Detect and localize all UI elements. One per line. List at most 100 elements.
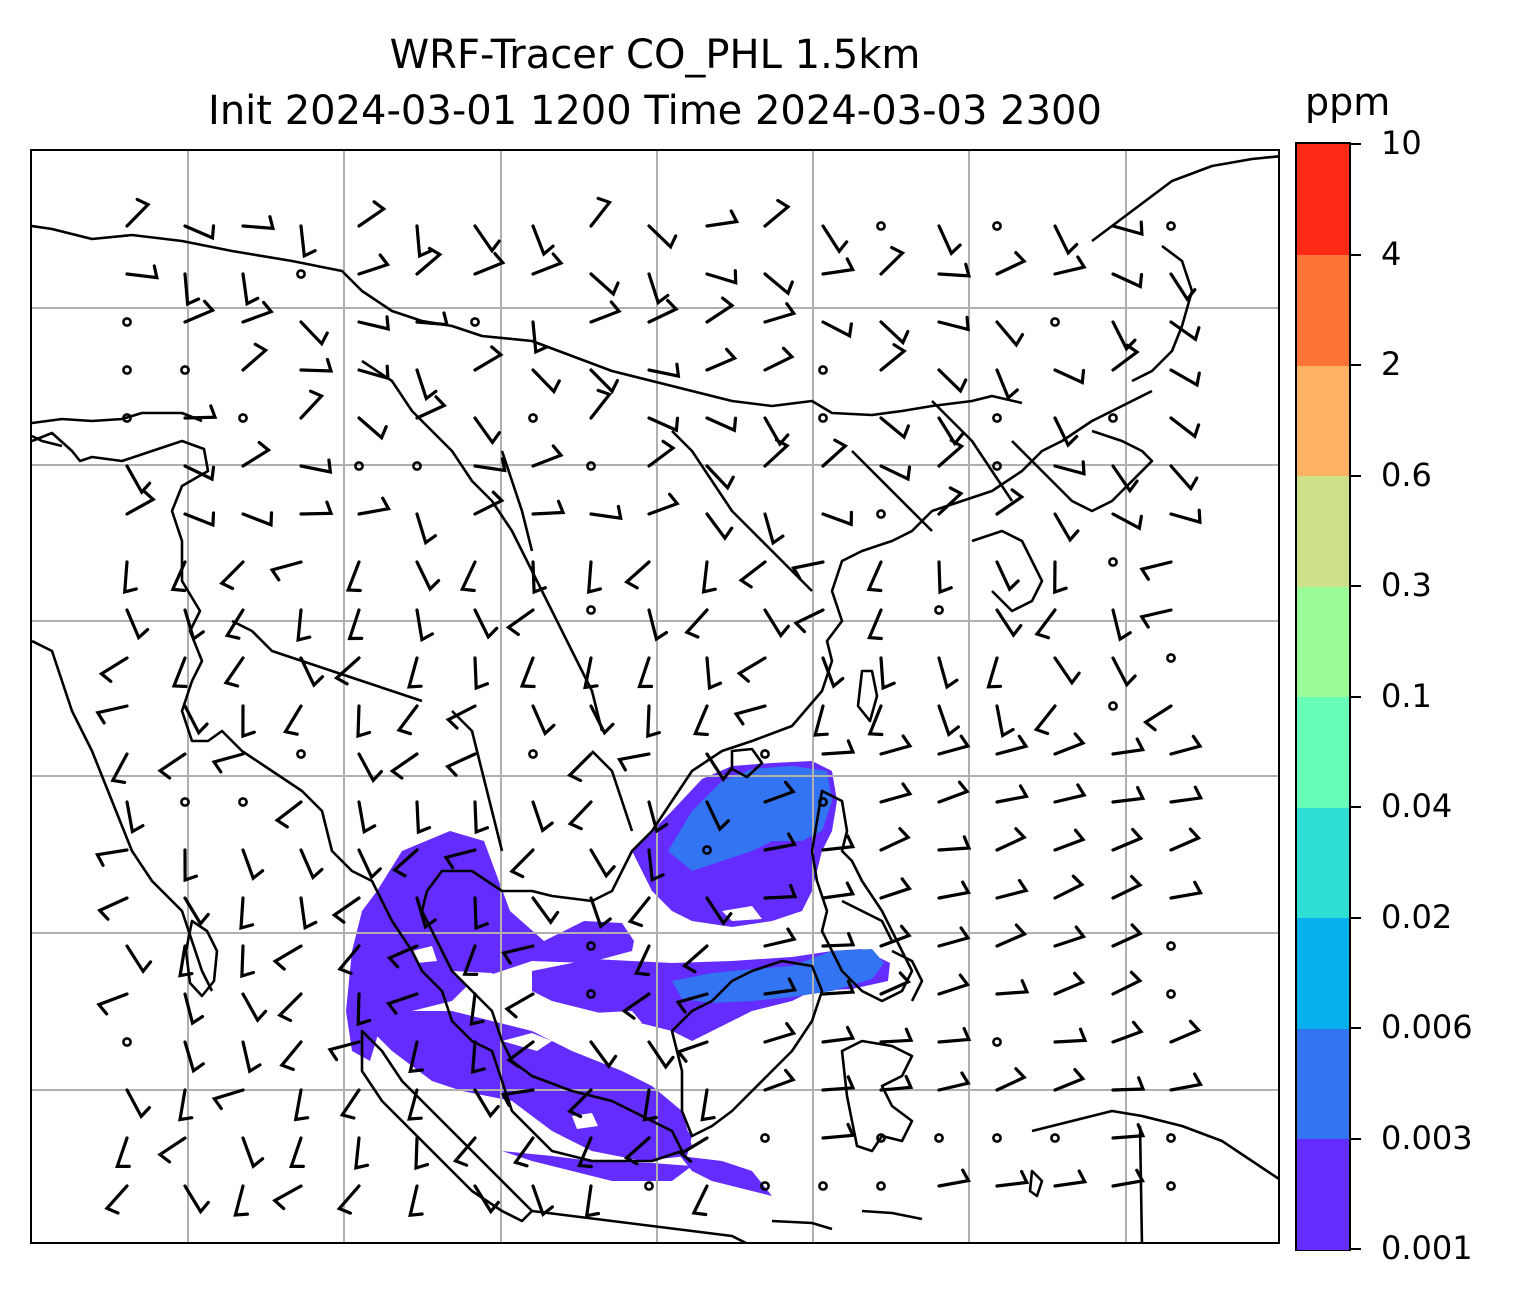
wind-barb — [415, 560, 441, 592]
wind-barb — [299, 224, 317, 259]
wind-barb — [1053, 656, 1081, 686]
wind-barb — [389, 752, 419, 780]
wind-barb — [183, 704, 209, 736]
wind-barb — [178, 1088, 194, 1122]
wind-barb — [937, 486, 964, 516]
wind-barb — [1111, 1123, 1146, 1140]
coastline-segment — [851, 450, 933, 532]
wind-barb — [705, 512, 734, 541]
wind-barb — [241, 440, 272, 468]
wind-barb — [1111, 656, 1137, 688]
calm-wind-circle — [876, 1133, 886, 1143]
wind-barb — [763, 1068, 796, 1092]
wind-barb — [705, 209, 740, 228]
colorbar-units-label: ppm — [1305, 80, 1391, 124]
wind-barb — [241, 342, 269, 372]
wind-barb — [937, 835, 972, 852]
wind-barb — [473, 490, 505, 516]
wind-barb — [879, 343, 907, 372]
wind-barb — [391, 848, 419, 878]
wind-barb — [937, 734, 971, 756]
wind-barb — [567, 800, 593, 831]
wind-barb — [157, 1136, 187, 1164]
calm-wind-circle — [238, 413, 248, 423]
calm-wind-circle — [586, 941, 596, 951]
wind-barb — [396, 704, 419, 736]
wind-barb — [567, 1088, 593, 1119]
wind-barb — [589, 368, 619, 395]
colorbar-tick-label: 0.003 — [1381, 1118, 1473, 1157]
wind-barb — [763, 1022, 797, 1044]
plume-gap — [412, 946, 437, 963]
wind-barb — [357, 253, 391, 276]
calm-wind-circle — [122, 317, 132, 327]
wind-barb — [642, 1088, 658, 1122]
wind-barb — [705, 416, 738, 433]
wind-barb — [473, 608, 499, 640]
wind-barb — [125, 264, 159, 280]
wind-barb — [647, 848, 665, 883]
wind-barb — [1111, 737, 1146, 756]
coastline-segment — [32, 434, 63, 448]
colorbar-tick-label: 0.1 — [1381, 676, 1432, 715]
wind-barb — [821, 1122, 856, 1140]
wind-barb — [233, 1184, 249, 1217]
colorbar-segment — [1297, 144, 1349, 255]
wind-barb — [339, 1088, 361, 1120]
coastline-segment — [931, 400, 1014, 502]
wind-barb — [813, 704, 829, 737]
wind-barb — [531, 368, 561, 395]
wind-barb — [473, 800, 489, 835]
wind-barb — [763, 438, 790, 468]
wind-barb — [504, 992, 535, 1019]
wind-barb — [299, 500, 334, 516]
wind-barb — [357, 800, 377, 835]
wind-barb — [531, 800, 554, 834]
wind-barb — [705, 752, 733, 782]
wind-barb — [692, 704, 709, 737]
calm-wind-circle — [992, 1133, 1002, 1143]
calm-wind-circle — [1166, 941, 1176, 951]
plume-area — [346, 831, 634, 1061]
wind-barb — [347, 608, 364, 641]
calm-wind-circle — [1166, 653, 1176, 663]
wind-barb — [415, 896, 437, 930]
coastline-segment — [531, 1209, 747, 1242]
coastline-segment — [771, 1219, 833, 1231]
wind-barb — [531, 896, 560, 925]
wind-barb — [500, 1088, 535, 1107]
colorbar-segment — [1297, 917, 1349, 1029]
wind-barb — [821, 656, 845, 689]
wind-barb — [763, 512, 785, 546]
wind-barb — [241, 300, 274, 324]
wind-barb — [239, 896, 255, 931]
wind-barb — [408, 1184, 424, 1218]
wind-barb — [408, 1040, 424, 1074]
wind-barb — [333, 656, 361, 686]
wind-barb — [470, 1040, 486, 1075]
wind-barb — [701, 560, 717, 594]
wind-barb — [531, 320, 549, 355]
colorbar-tick — [1351, 806, 1361, 808]
wind-barb — [223, 656, 245, 688]
wind-barb — [763, 883, 798, 900]
wind-barb — [183, 464, 216, 482]
wind-barb — [415, 608, 434, 643]
wind-barb — [415, 224, 433, 259]
wind-barb — [576, 1136, 593, 1169]
coastline-segment — [1138, 1125, 1144, 1242]
coastline-segment — [1091, 155, 1278, 243]
wind-barb — [647, 800, 669, 834]
wind-barb — [1111, 343, 1140, 372]
calm-wind-circle — [180, 797, 190, 807]
wind-barb — [879, 1027, 914, 1044]
wind-barb — [299, 389, 325, 420]
wind-barb — [299, 357, 334, 373]
wind-barb — [299, 320, 329, 347]
wind-barb — [415, 512, 437, 546]
wind-barb — [473, 1088, 500, 1119]
wind-barb — [183, 992, 205, 1026]
wind-barb — [583, 656, 599, 690]
wind-barb — [647, 492, 680, 516]
coastlines — [32, 155, 1278, 1242]
